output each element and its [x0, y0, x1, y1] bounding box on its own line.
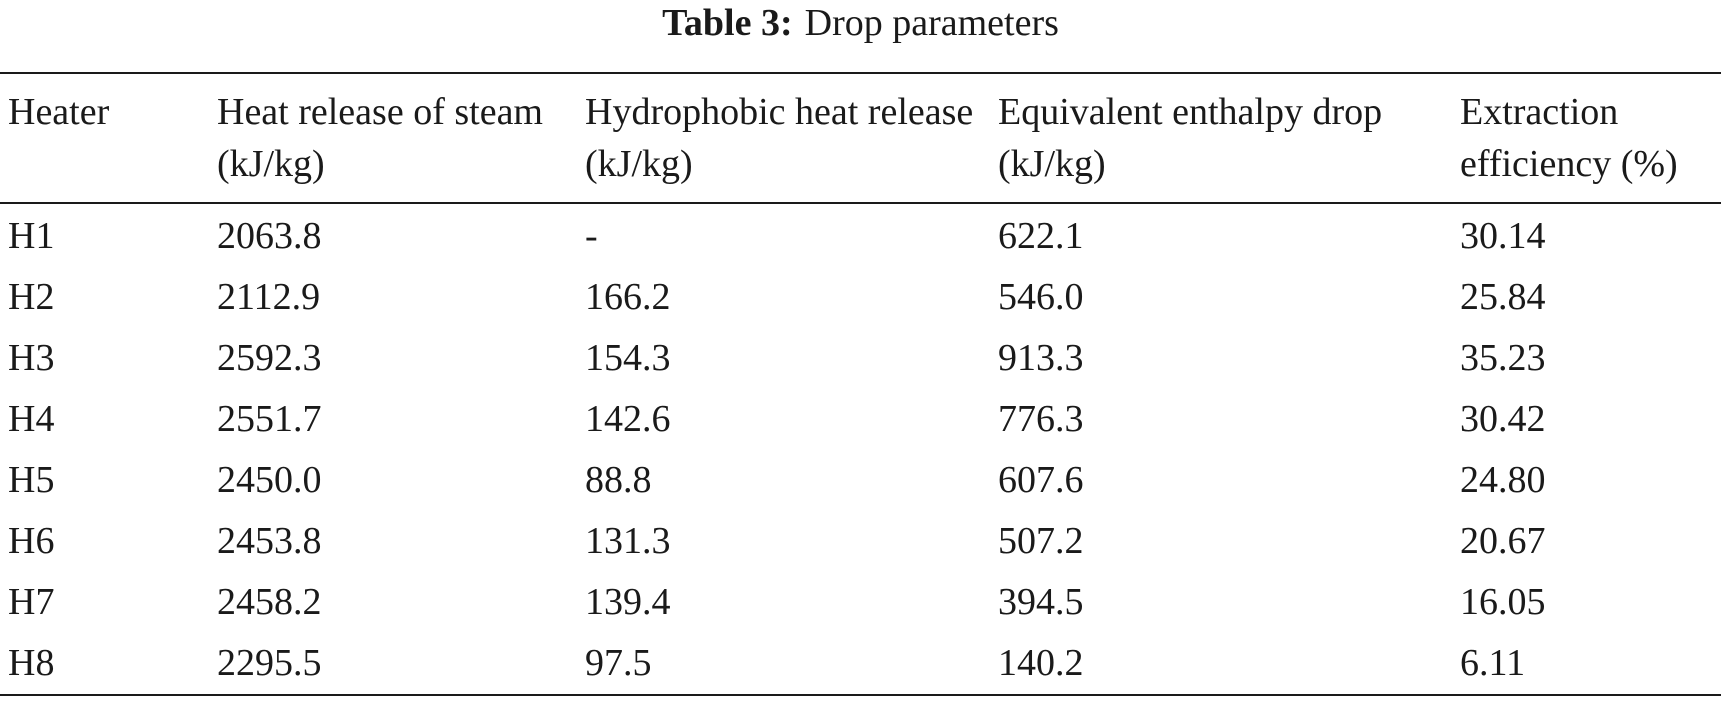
cell-heat-release-of-steam: 2551.7	[217, 398, 322, 440]
cell-hydrophobic-heat-release: 166.2	[585, 276, 671, 318]
cell-extraction-efficiency: 16.05	[1460, 581, 1546, 623]
cell-hydrophobic-heat-release: -	[585, 215, 598, 257]
cell-heater: H3	[8, 337, 55, 379]
cell-equivalent-enthalpy-drop: 546.0	[998, 276, 1084, 318]
table-caption-title: Drop parameters	[804, 2, 1059, 44]
table-row: H1 2063.8 - 622.1 30.14	[0, 203, 1721, 267]
cell-heater: H6	[8, 520, 55, 562]
cell-extraction-efficiency: 24.80	[1460, 459, 1546, 501]
cell-heat-release-of-steam: 2592.3	[217, 337, 322, 379]
cell-extraction-efficiency: 20.67	[1460, 520, 1546, 562]
table-row: H3 2592.3 154.3 913.3 35.23	[0, 328, 1721, 389]
cell-extraction-efficiency: 6.11	[1460, 642, 1526, 684]
cell-extraction-efficiency: 25.84	[1460, 276, 1546, 318]
cell-extraction-efficiency: 30.42	[1460, 398, 1546, 440]
cell-extraction-efficiency: 30.14	[1460, 215, 1546, 257]
cell-heater: H1	[8, 215, 55, 257]
table-header-row: Heater Heat release of steam (kJ/kg) Hyd…	[0, 73, 1721, 203]
cell-equivalent-enthalpy-drop: 776.3	[998, 398, 1084, 440]
cell-heater: H5	[8, 459, 55, 501]
header-heater: Heater	[8, 91, 110, 133]
cell-hydrophobic-heat-release: 139.4	[585, 581, 671, 623]
cell-equivalent-enthalpy-drop: 607.6	[998, 459, 1084, 501]
table-row: H4 2551.7 142.6 776.3 30.42	[0, 389, 1721, 450]
header-equivalent-enthalpy-drop: Equivalent enthalpy drop (kJ/kg)	[998, 91, 1383, 185]
table-row: H7 2458.2 139.4 394.5 16.05	[0, 572, 1721, 633]
cell-heater: H7	[8, 581, 55, 623]
header-hydrophobic-heat-release: Hydrophobic heat release (kJ/kg)	[585, 91, 974, 185]
header-extraction-efficiency: Extraction efficiency (%)	[1460, 91, 1678, 185]
cell-hydrophobic-heat-release: 154.3	[585, 337, 671, 379]
header-heat-release-of-steam: Heat release of steam (kJ/kg)	[217, 91, 543, 185]
cell-heat-release-of-steam: 2295.5	[217, 642, 322, 684]
cell-heater: H8	[8, 642, 55, 684]
cell-equivalent-enthalpy-drop: 140.2	[998, 642, 1084, 684]
cell-heat-release-of-steam: 2112.9	[217, 276, 321, 318]
table-row: H2 2112.9 166.2 546.0 25.84	[0, 267, 1721, 328]
cell-heater: H2	[8, 276, 55, 318]
cell-equivalent-enthalpy-drop: 507.2	[998, 520, 1084, 562]
cell-extraction-efficiency: 35.23	[1460, 337, 1546, 379]
cell-heat-release-of-steam: 2063.8	[217, 215, 322, 257]
cell-heat-release-of-steam: 2458.2	[217, 581, 322, 623]
cell-equivalent-enthalpy-drop: 394.5	[998, 581, 1084, 623]
table-row: H8 2295.5 97.5 140.2 6.11	[0, 633, 1721, 695]
table-row: H6 2453.8 131.3 507.2 20.67	[0, 511, 1721, 572]
cell-heat-release-of-steam: 2450.0	[217, 459, 322, 501]
cell-hydrophobic-heat-release: 88.8	[585, 459, 652, 501]
cell-hydrophobic-heat-release: 131.3	[585, 520, 671, 562]
data-table-container: Heater Heat release of steam (kJ/kg) Hyd…	[0, 72, 1721, 696]
table-row: H5 2450.0 88.8 607.6 24.80	[0, 450, 1721, 511]
table-caption: Table 3: Drop parameters	[0, 0, 1721, 52]
cell-hydrophobic-heat-release: 142.6	[585, 398, 671, 440]
cell-hydrophobic-heat-release: 97.5	[585, 642, 652, 684]
table-caption-label: Table 3:	[662, 2, 793, 44]
cell-equivalent-enthalpy-drop: 913.3	[998, 337, 1084, 379]
drop-parameters-table: Heater Heat release of steam (kJ/kg) Hyd…	[0, 72, 1721, 696]
cell-heater: H4	[8, 398, 55, 440]
cell-equivalent-enthalpy-drop: 622.1	[998, 215, 1084, 257]
cell-heat-release-of-steam: 2453.8	[217, 520, 322, 562]
